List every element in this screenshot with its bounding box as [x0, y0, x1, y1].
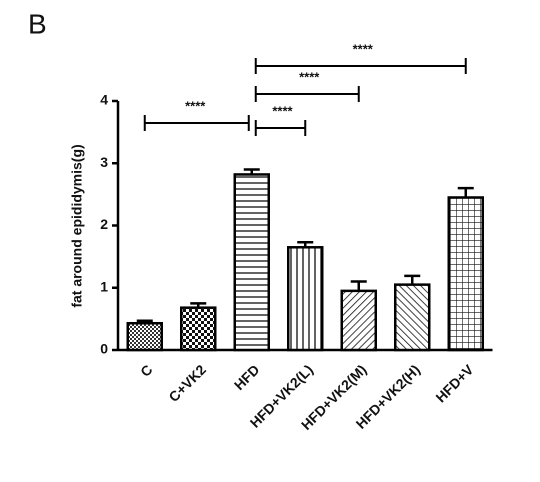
significance-label: ****: [299, 69, 320, 84]
bar: [180, 306, 217, 352]
bar: [447, 196, 484, 352]
y-tick-label: 3: [100, 154, 108, 170]
y-axis-label: fat around epididymis(g): [69, 144, 85, 307]
y-tick-label: 4: [100, 92, 108, 108]
significance-label: ****: [353, 41, 374, 56]
bar: [126, 321, 163, 352]
significance-label: ****: [272, 103, 293, 118]
x-tick-label: C+VK2: [165, 361, 209, 405]
x-tick-label: C: [137, 361, 155, 379]
significance-label: ****: [185, 98, 206, 113]
bar: [340, 289, 377, 352]
bar: [394, 283, 431, 352]
panel-label: B: [28, 8, 47, 39]
y-tick-label: 0: [100, 341, 108, 357]
y-tick-label: 1: [100, 278, 108, 294]
bar: [287, 246, 324, 352]
x-tick-label: HFD+V: [432, 361, 477, 406]
significance-bracket: [254, 58, 467, 74]
y-tick-label: 2: [100, 216, 108, 232]
significance-bracket: [254, 120, 307, 136]
x-tick-label: HFD: [231, 361, 263, 393]
significance-bracket: [143, 115, 250, 131]
significance-bracket: [254, 86, 360, 102]
bar: [233, 173, 270, 352]
